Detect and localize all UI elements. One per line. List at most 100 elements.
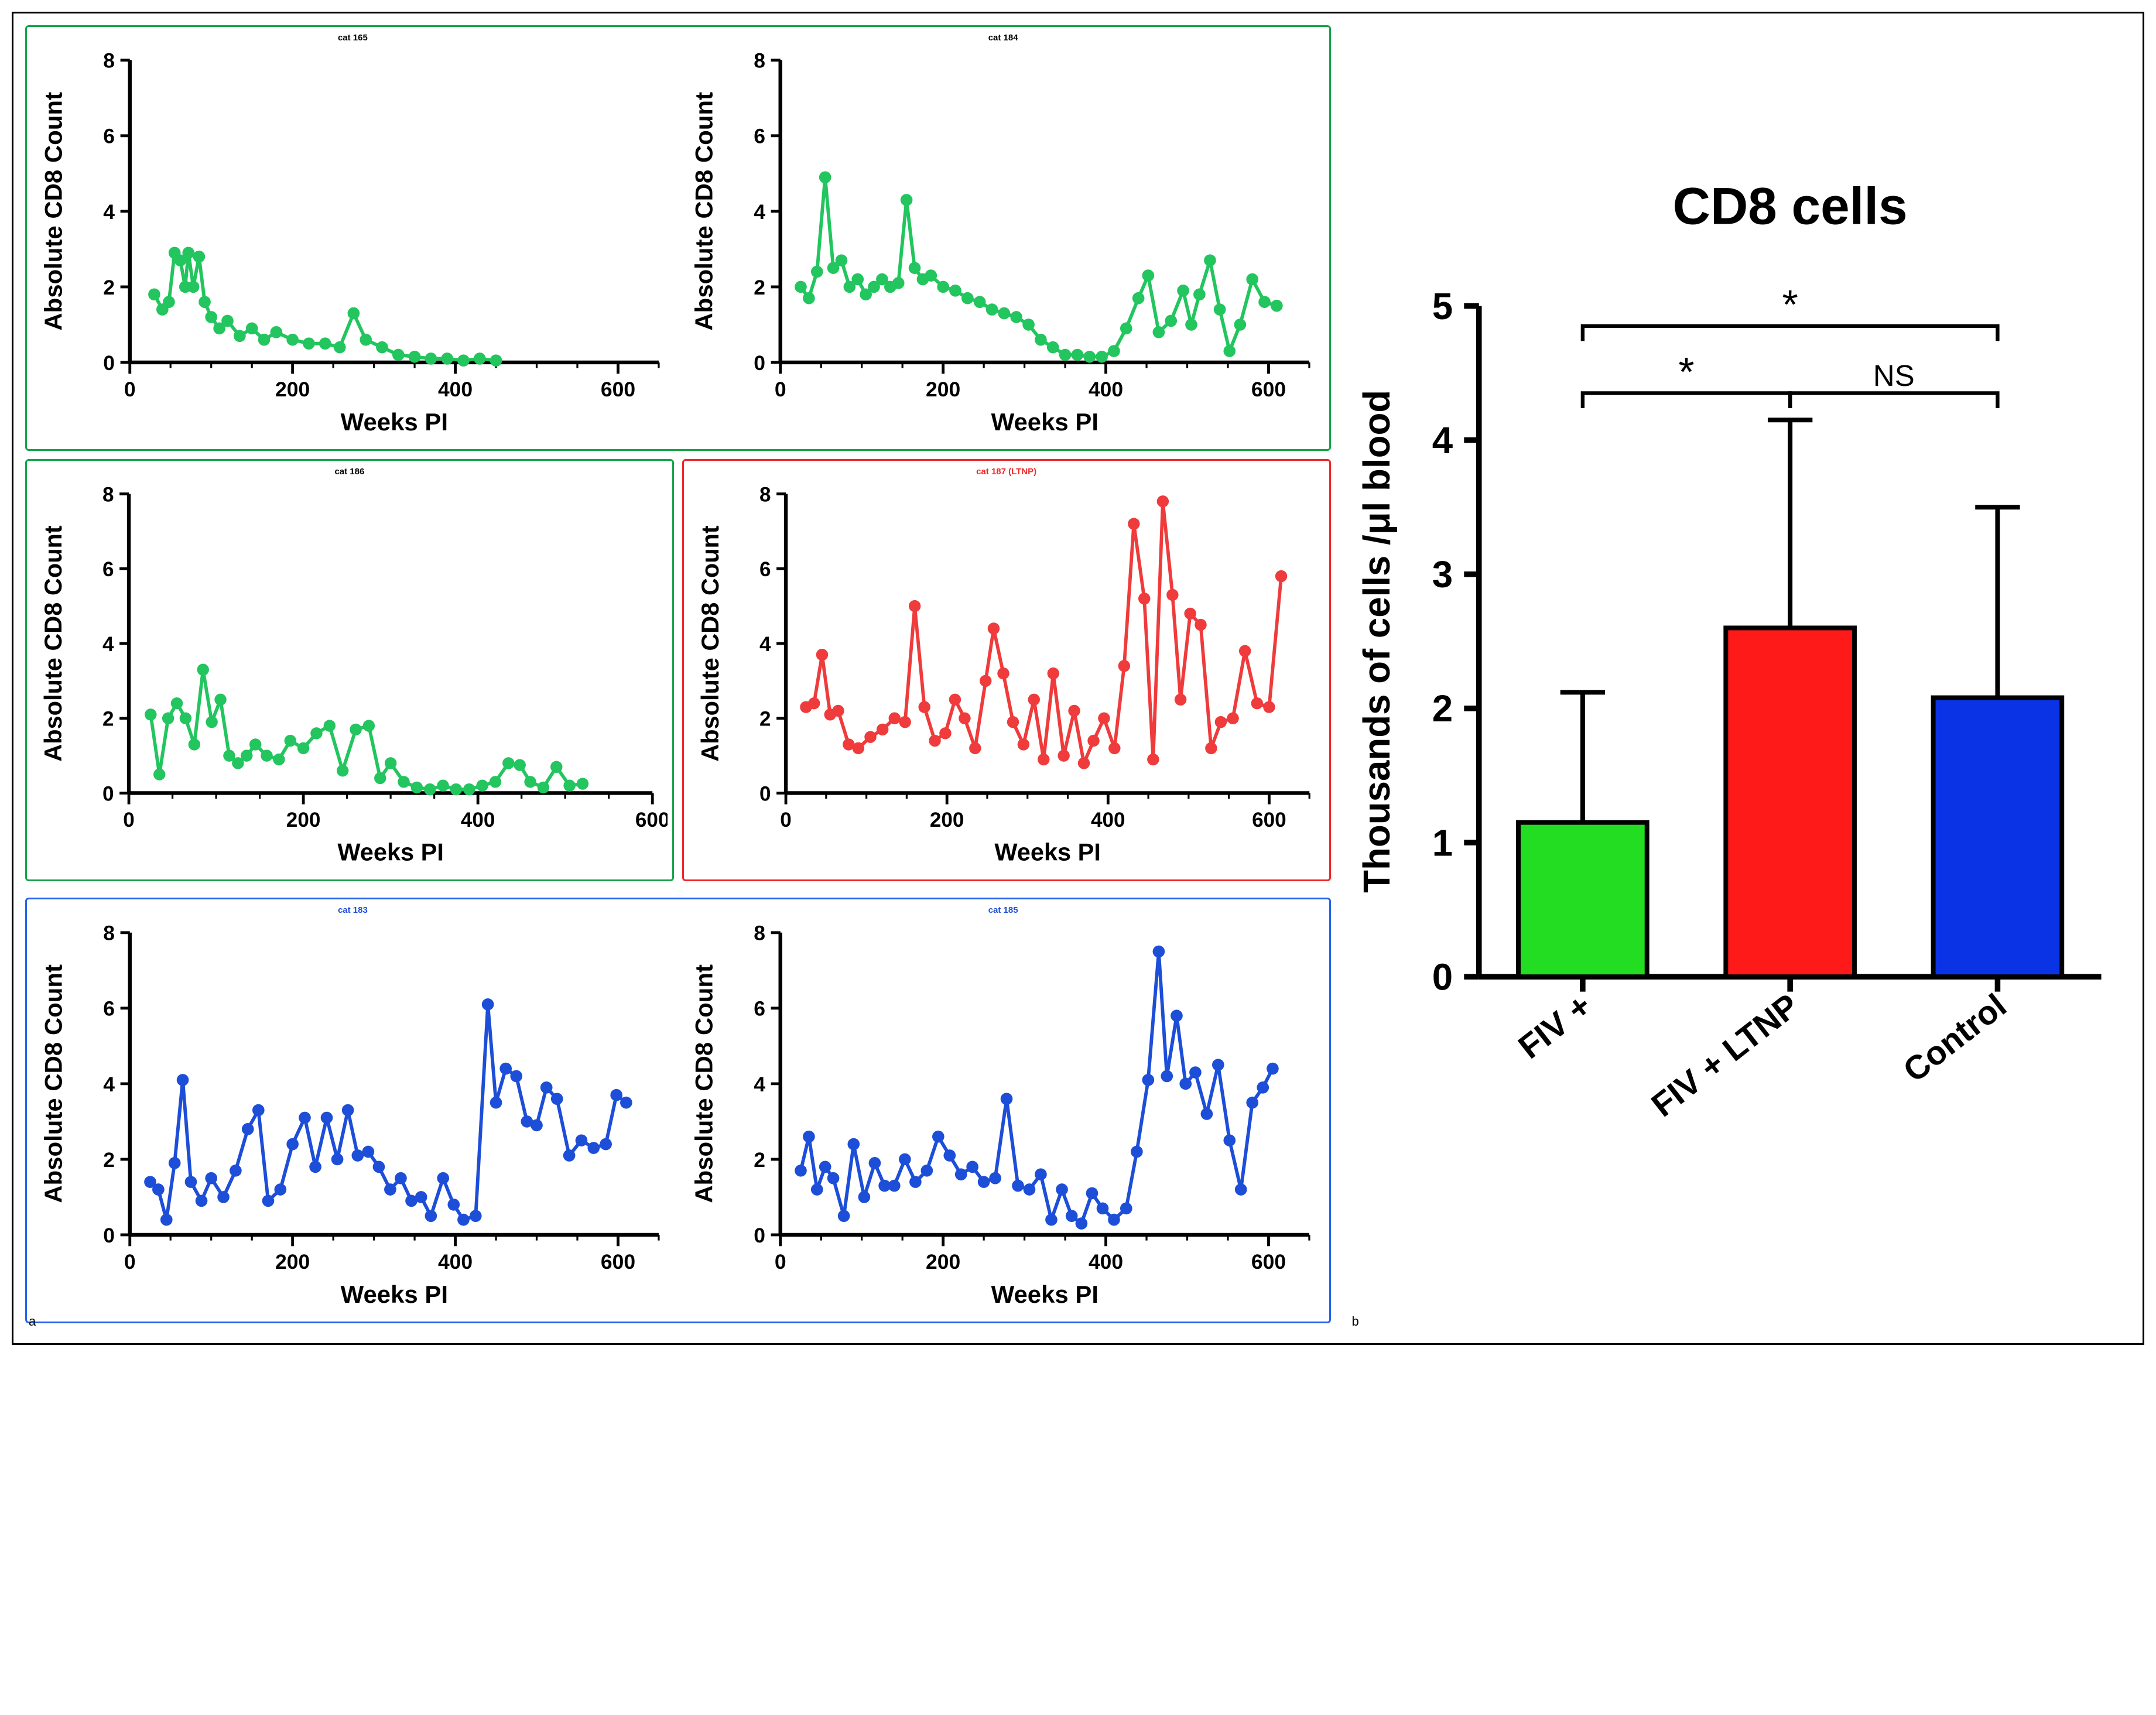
svg-text:4: 4 (102, 633, 114, 656)
figure-outer: cat 165 024680200400600Weeks PIAbsolute … (12, 12, 2144, 1345)
svg-text:2: 2 (102, 708, 114, 731)
svg-text:Weeks PI: Weeks PI (341, 1281, 448, 1308)
svg-text:0: 0 (103, 351, 115, 375)
svg-text:400: 400 (438, 1250, 473, 1274)
chart-cat186: 024680200400600Weeks PIAbsolute CD8 Coun… (32, 479, 668, 872)
svg-text:*: * (1678, 348, 1694, 394)
chart-title-cat185: cat 185 (682, 905, 1325, 915)
group-box-ltnp: cat 187 (LTNP) 0 2 4 6 8 0 200 400 600 Weeks PI Ab… (682, 459, 1331, 881)
svg-text:8: 8 (103, 922, 115, 945)
svg-text:2: 2 (759, 708, 771, 731)
svg-text:400: 400 (1089, 378, 1123, 401)
panel-label-b: b (1352, 1314, 1359, 1329)
chart-cat187: 0 2 4 6 8 0 200 400 600 Weeks PI Absolute CD8 Coun… (689, 479, 1325, 872)
svg-text:2: 2 (754, 276, 765, 299)
chart-title-cat184: cat 184 (682, 33, 1325, 43)
panel-a: cat 165 024680200400600Weeks PIAbsolute … (25, 25, 1331, 1331)
svg-text:600: 600 (601, 1250, 635, 1274)
svg-text:NS: NS (1873, 358, 1914, 392)
svg-text:8: 8 (103, 49, 115, 73)
chart-cat184: 024680200400600Weeks PIAbsolute CD8 Coun… (682, 45, 1325, 441)
svg-text:200: 200 (926, 378, 960, 401)
chart-cat183: 0 2 4 6 8 0 200 400 600 Weeks PI Absolute CD8 Coun… (32, 918, 674, 1314)
svg-text:6: 6 (103, 997, 115, 1021)
chart-title-cat183: cat 183 (32, 905, 674, 915)
group-box-fivpos-186: cat 186 024680200400600Weeks PIAbsolute … (25, 459, 674, 881)
svg-text:0: 0 (103, 1224, 115, 1247)
panel-label-a: a (29, 1314, 36, 1329)
svg-text:Weeks PI: Weeks PI (994, 838, 1100, 866)
svg-text:Thousands of cells /μl blood: Thousands of cells /μl blood (1356, 390, 1398, 893)
svg-text:5: 5 (1432, 286, 1452, 327)
svg-text:4: 4 (1432, 420, 1453, 461)
chart-title-cat186: cat 186 (32, 467, 668, 477)
svg-text:4: 4 (103, 1073, 115, 1096)
svg-text:600: 600 (1251, 1250, 1286, 1274)
svg-text:4: 4 (759, 633, 771, 656)
svg-text:0: 0 (754, 1224, 765, 1247)
chart-bar-cd8: CD8 cells 0 1 2 3 4 5 Thousands of cells /μl bl… (1349, 157, 2131, 1200)
svg-text:Absolute CD8 Count: Absolute CD8 Count (39, 526, 67, 762)
svg-text:0: 0 (102, 783, 114, 806)
svg-text:CD8 cells: CD8 cells (1672, 176, 1907, 235)
chart-cat165: 0 2 4 6 8 0 200 400 600 Weeks PI Absolute CD8 Coun… (32, 45, 674, 441)
svg-text:*: * (1782, 282, 1798, 327)
svg-text:Weeks PI: Weeks PI (337, 838, 443, 866)
svg-text:200: 200 (275, 378, 310, 401)
svg-text:8: 8 (754, 49, 765, 73)
svg-text:0: 0 (124, 1250, 136, 1274)
svg-text:400: 400 (438, 378, 473, 401)
chart-cat185-wrap: cat 185 024680200400600Weeks PIAbsolute … (682, 904, 1325, 1317)
svg-text:6: 6 (754, 125, 765, 148)
svg-text:Absolute CD8 Count: Absolute CD8 Count (696, 526, 724, 762)
svg-text:2: 2 (754, 1148, 765, 1172)
svg-text:0: 0 (754, 351, 765, 375)
svg-text:4: 4 (103, 200, 115, 224)
chart-cat184-wrap: cat 184 024680200400600Weeks PIAbsolute … (682, 32, 1325, 444)
svg-text:600: 600 (1252, 809, 1286, 831)
svg-text:0: 0 (775, 378, 786, 401)
svg-text:Absolute CD8 Count: Absolute CD8 Count (40, 964, 67, 1203)
svg-text:2: 2 (1432, 688, 1452, 730)
svg-text:400: 400 (1089, 1250, 1123, 1274)
chart-title-cat165: cat 165 (32, 33, 674, 43)
panel-b: CD8 cells 0 1 2 3 4 5 Thousands of cells /μl bl… (1349, 25, 2131, 1331)
svg-text:8: 8 (759, 484, 771, 506)
svg-text:0: 0 (123, 809, 135, 831)
chart-title-cat187: cat 187 (LTNP) (689, 467, 1325, 477)
svg-text:2: 2 (103, 1148, 115, 1172)
svg-text:2: 2 (103, 276, 115, 299)
svg-text:FIV +: FIV + (1511, 987, 1599, 1066)
svg-text:Absolute CD8 Count: Absolute CD8 Count (690, 964, 717, 1203)
svg-text:400: 400 (1091, 809, 1125, 831)
svg-text:0: 0 (780, 809, 792, 831)
svg-text:600: 600 (1251, 378, 1286, 401)
svg-text:4: 4 (754, 200, 765, 224)
svg-text:0: 0 (775, 1250, 786, 1274)
svg-text:200: 200 (286, 809, 321, 831)
svg-text:1: 1 (1432, 822, 1452, 864)
svg-text:600: 600 (635, 809, 668, 831)
svg-text:200: 200 (275, 1250, 310, 1274)
svg-text:6: 6 (759, 558, 771, 581)
svg-text:0: 0 (759, 783, 771, 806)
svg-text:Absolute CD8 Count: Absolute CD8 Count (690, 92, 717, 331)
svg-text:0: 0 (124, 378, 136, 401)
svg-text:Control: Control (1896, 987, 2013, 1090)
svg-text:6: 6 (754, 997, 765, 1021)
svg-text:0: 0 (1432, 956, 1452, 998)
svg-text:Weeks PI: Weeks PI (341, 408, 448, 436)
svg-text:200: 200 (930, 809, 964, 831)
chart-cat165-wrap: cat 165 0 2 4 6 8 0 200 400 600 Weeks PI Absolute … (32, 32, 674, 444)
svg-text:3: 3 (1432, 554, 1452, 595)
chart-cat183-wrap: cat 183 0 2 4 6 8 0 200 400 600 Weeks PI Absolute … (32, 904, 674, 1317)
svg-text:Absolute CD8 Count: Absolute CD8 Count (40, 92, 67, 331)
svg-text:600: 600 (601, 378, 635, 401)
chart-cat185: 024680200400600Weeks PIAbsolute CD8 Coun… (682, 918, 1325, 1314)
svg-text:4: 4 (754, 1073, 765, 1096)
svg-text:400: 400 (461, 809, 495, 831)
svg-text:6: 6 (103, 125, 115, 148)
group-box-fivpos-top: cat 165 024680200400600Weeks PIAbsolute … (25, 25, 1331, 451)
svg-text:Weeks PI: Weeks PI (991, 1281, 1098, 1308)
svg-text:FIV + LTNP: FIV + LTNP (1644, 987, 1806, 1124)
